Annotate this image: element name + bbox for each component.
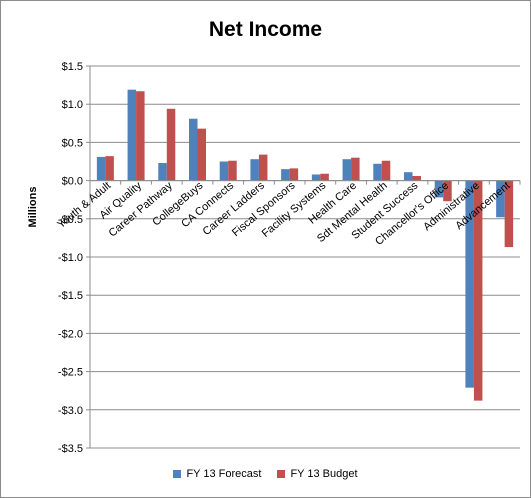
bar-budget bbox=[381, 160, 391, 181]
bar-budget bbox=[289, 168, 299, 181]
bar-forecast bbox=[465, 180, 474, 388]
bar-forecast bbox=[311, 174, 321, 181]
bar-forecast bbox=[496, 180, 505, 218]
y-tick-label: -$1.0 bbox=[58, 252, 83, 264]
y-tick-label: $0.0 bbox=[62, 176, 83, 188]
bar-budget bbox=[412, 176, 421, 181]
bar-budget bbox=[320, 173, 329, 181]
legend-item-forecast: FY 13 Forecast bbox=[173, 468, 261, 480]
bar-forecast bbox=[219, 161, 229, 181]
y-tick-label: -$3.5 bbox=[58, 443, 83, 455]
y-tick-label: $1.0 bbox=[62, 99, 83, 111]
bar-budget bbox=[473, 180, 483, 401]
bar-forecast bbox=[281, 169, 290, 181]
bar-budget bbox=[136, 91, 145, 181]
bar-budget bbox=[166, 108, 176, 181]
bar-forecast bbox=[127, 89, 137, 181]
y-tick-label: -$2.5 bbox=[58, 367, 83, 379]
bar-budget bbox=[504, 180, 514, 248]
chart-legend: FY 13 Forecast FY 13 Budget bbox=[0, 468, 531, 480]
bar-forecast bbox=[158, 163, 167, 181]
bar-forecast bbox=[96, 156, 106, 181]
bar-budget bbox=[105, 156, 114, 181]
legend-label-forecast: FY 13 Forecast bbox=[186, 468, 262, 480]
bar-budget bbox=[258, 154, 268, 181]
legend-swatch-forecast bbox=[173, 470, 182, 478]
y-tick-label: $1.5 bbox=[62, 61, 83, 73]
bar-budget bbox=[443, 180, 452, 202]
y-axis-label: Millions bbox=[27, 187, 39, 228]
y-tick-label: -$2.0 bbox=[58, 328, 83, 340]
y-tick-label: -$3.0 bbox=[58, 405, 83, 417]
bar-budget bbox=[228, 160, 237, 181]
bar-forecast bbox=[373, 163, 382, 181]
bar-forecast bbox=[342, 159, 352, 181]
bar-budget bbox=[197, 128, 206, 181]
y-tick-label: -$0.5 bbox=[58, 214, 83, 226]
y-tick-label: -$1.5 bbox=[58, 290, 83, 302]
bar-forecast bbox=[250, 159, 259, 181]
bar-budget bbox=[351, 157, 360, 181]
legend-item-budget: FY 13 Budget bbox=[277, 468, 358, 480]
legend-label-budget: FY 13 Budget bbox=[290, 468, 358, 480]
chart-title: Net Income bbox=[208, 18, 323, 41]
bar-forecast bbox=[434, 180, 444, 198]
bar-forecast bbox=[189, 118, 198, 181]
legend-swatch-budget bbox=[277, 470, 286, 478]
bar-forecast bbox=[404, 172, 413, 181]
y-tick-label: $0.5 bbox=[62, 137, 83, 149]
